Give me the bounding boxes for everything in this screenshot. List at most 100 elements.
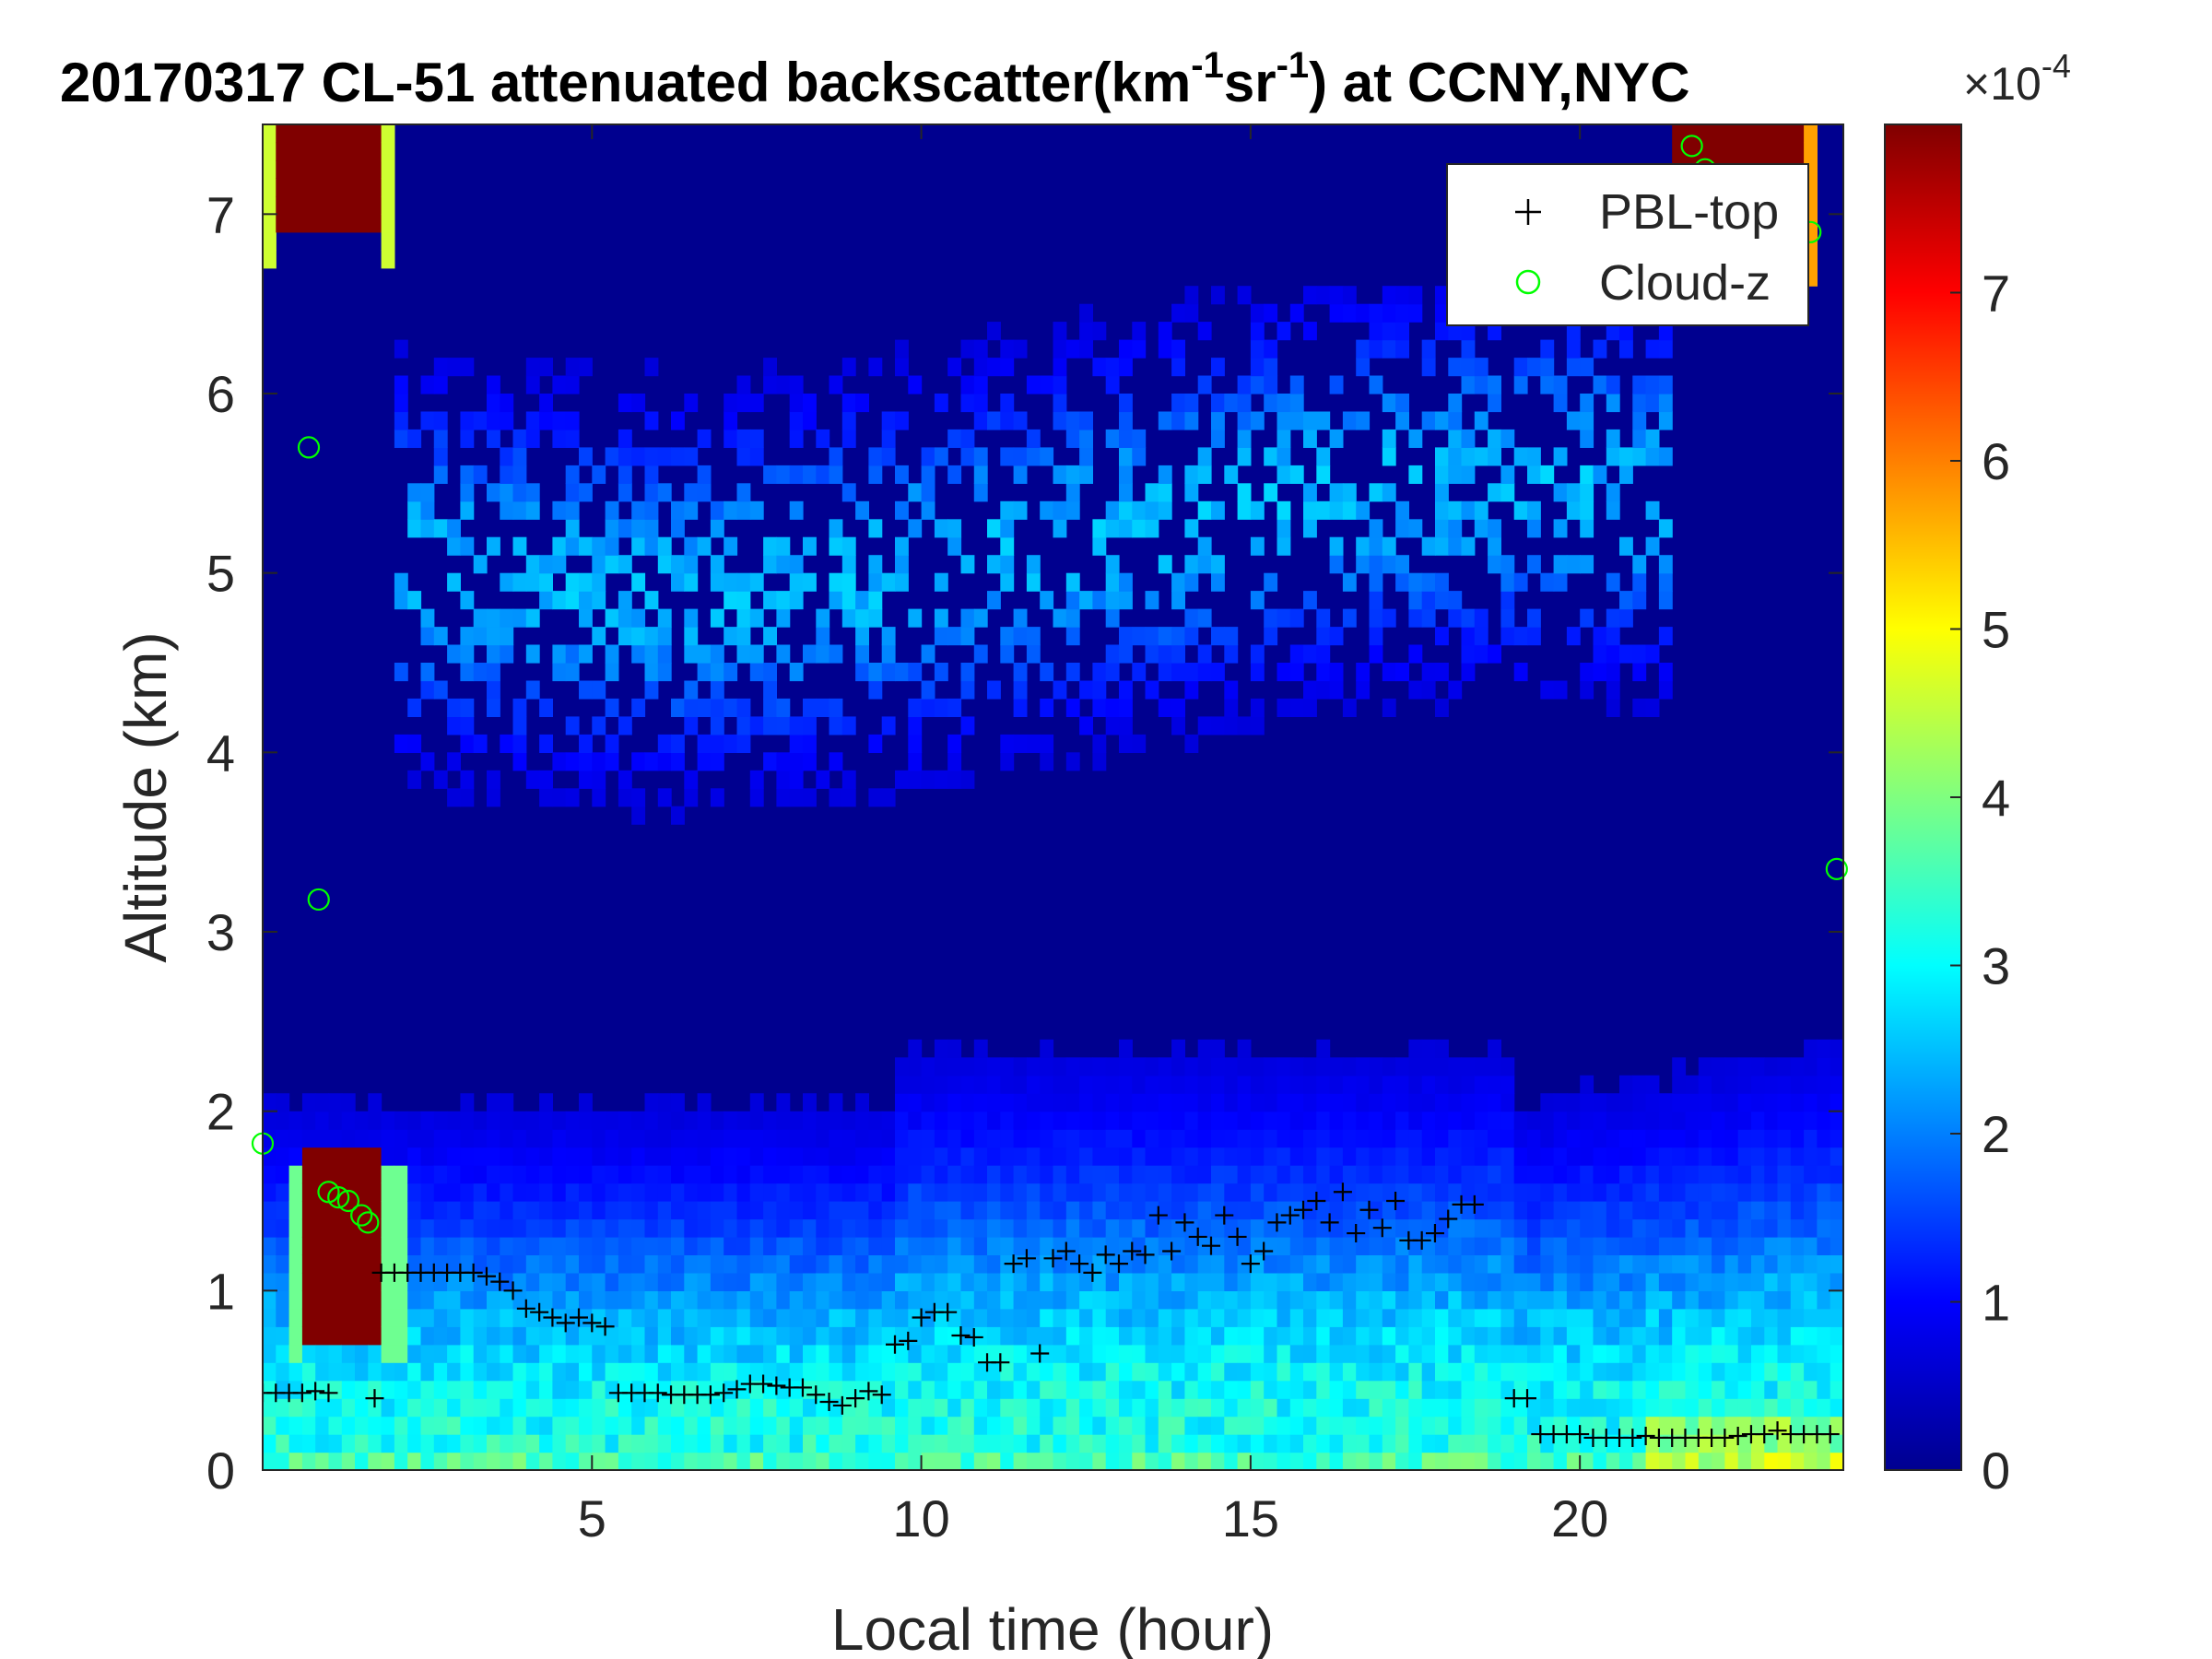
heatmap-cell: [433, 1254, 448, 1274]
heatmap-cell: [473, 608, 488, 628]
heatmap-cell: [1474, 1075, 1488, 1094]
heatmap-cell: [1092, 358, 1107, 377]
heatmap-cell: [565, 519, 580, 538]
heatmap-cell: [1395, 1308, 1409, 1327]
heatmap-cell: [1053, 1201, 1067, 1220]
heatmap-cell: [657, 1434, 672, 1453]
heatmap-cell: [1408, 680, 1423, 700]
heatmap-cell: [1119, 1057, 1133, 1077]
heatmap-cell: [1488, 1057, 1501, 1077]
heatmap-cell: [1250, 1272, 1265, 1291]
heatmap-cell: [1369, 1272, 1383, 1291]
heatmap-cell: [1658, 1398, 1673, 1418]
heatmap-cell: [868, 1398, 883, 1418]
heatmap-cell: [1342, 1165, 1357, 1184]
heatmap-cell: [1751, 1111, 1765, 1130]
heatmap-cell: [1698, 1416, 1712, 1435]
heatmap-cell: [881, 1398, 896, 1418]
heatmap-cell: [1448, 500, 1463, 520]
heatmap-cell: [1632, 1344, 1647, 1363]
heatmap-cell: [1474, 1093, 1488, 1112]
heatmap-cell: [1211, 286, 1225, 305]
heatmap-cell: [1461, 627, 1476, 646]
heatmap-cell: [1606, 1290, 1620, 1310]
heatmap-cell: [1119, 358, 1133, 377]
heatmap-cell: [487, 1182, 500, 1202]
heatmap-cell: [1145, 1380, 1159, 1399]
heatmap-cell: [908, 1362, 923, 1382]
heatmap-cell: [868, 555, 883, 574]
heatmap-cell: [512, 1272, 527, 1291]
heatmap-cell: [1751, 1182, 1765, 1202]
heatmap-cell: [1553, 1290, 1568, 1310]
heatmap-cell: [644, 1111, 659, 1130]
heatmap-cell: [1632, 1290, 1647, 1310]
heatmap-cell: [1632, 591, 1647, 610]
heatmap-cell: [1580, 1165, 1594, 1184]
heatmap-cell: [512, 429, 527, 448]
heatmap-cell: [1764, 1182, 1779, 1202]
heatmap-cell: [776, 1380, 791, 1399]
heatmap-cell: [433, 1344, 448, 1363]
heatmap-cell: [1369, 519, 1383, 538]
heatmap-cell: [1079, 1147, 1093, 1166]
heatmap-cell: [1013, 1075, 1028, 1094]
heatmap-cell: [618, 770, 632, 789]
heatmap-cell: [525, 1416, 540, 1435]
heatmap-cell: [789, 1362, 804, 1382]
heatmap-cell: [1184, 465, 1199, 484]
heatmap-cell: [829, 1362, 843, 1382]
heatmap-cell: [749, 1326, 764, 1346]
heatmap-cell: [1197, 663, 1212, 682]
heatmap-cell: [947, 358, 962, 377]
heatmap-cell: [644, 536, 659, 556]
heatmap-cell: [868, 1236, 883, 1255]
heatmap-cell: [460, 1290, 475, 1310]
heatmap-cell: [1553, 1218, 1568, 1238]
heatmap-cell: [460, 591, 475, 610]
heatmap-cell: [895, 1326, 909, 1346]
heatmap-cell: [789, 1129, 804, 1148]
heatmap-cell: [749, 429, 764, 448]
heatmap-cell: [487, 663, 500, 682]
heatmap-cell: [500, 1129, 514, 1148]
pbl-top-series: [263, 1182, 1840, 1447]
heatmap-cell: [500, 1344, 514, 1363]
heatmap-cell: [1065, 1272, 1080, 1291]
heatmap-cell: [855, 1380, 869, 1399]
heatmap-cell: [1658, 394, 1673, 413]
heatmap-cell: [1645, 1129, 1660, 1148]
heatmap-cell: [1395, 555, 1409, 574]
heatmap-cell: [381, 1201, 395, 1220]
heatmap-cell: [1316, 1398, 1331, 1418]
heatmap-cell: [671, 1129, 685, 1148]
heatmap-cell: [921, 1057, 935, 1077]
heatmap-cell: [276, 1362, 290, 1382]
heatmap-cell: [1224, 1218, 1239, 1238]
heatmap-cell: [473, 627, 488, 646]
heatmap-cell: [684, 1182, 699, 1202]
heatmap-cell: [1000, 1129, 1015, 1148]
heatmap-cell: [987, 1218, 1001, 1238]
heatmap-cell: [473, 1308, 488, 1327]
heatmap-cell: [512, 1182, 527, 1202]
heatmap-cell: [1369, 1416, 1383, 1435]
heatmap-cell: [697, 1129, 712, 1148]
heatmap-cell: [841, 1452, 856, 1470]
heatmap-cell: [1065, 1165, 1080, 1184]
heatmap-cell: [881, 1218, 896, 1238]
heatmap-cell: [552, 752, 567, 771]
heatmap-cell: [565, 1290, 580, 1310]
heatmap-cell: [1553, 1182, 1568, 1202]
heatmap-cell: [512, 1201, 527, 1220]
heatmap-cell: [947, 752, 962, 771]
heatmap-cell: [697, 483, 712, 502]
heatmap-cell: [763, 1111, 777, 1130]
heatmap-cell: [947, 1057, 962, 1077]
heatmap-cell: [1408, 429, 1423, 448]
heatmap-cell: [1197, 375, 1212, 394]
heatmap-cell: [605, 1452, 619, 1470]
heatmap-cell: [1474, 1452, 1488, 1470]
heatmap-cell: [592, 1344, 606, 1363]
heatmap-cell: [1329, 1093, 1344, 1112]
